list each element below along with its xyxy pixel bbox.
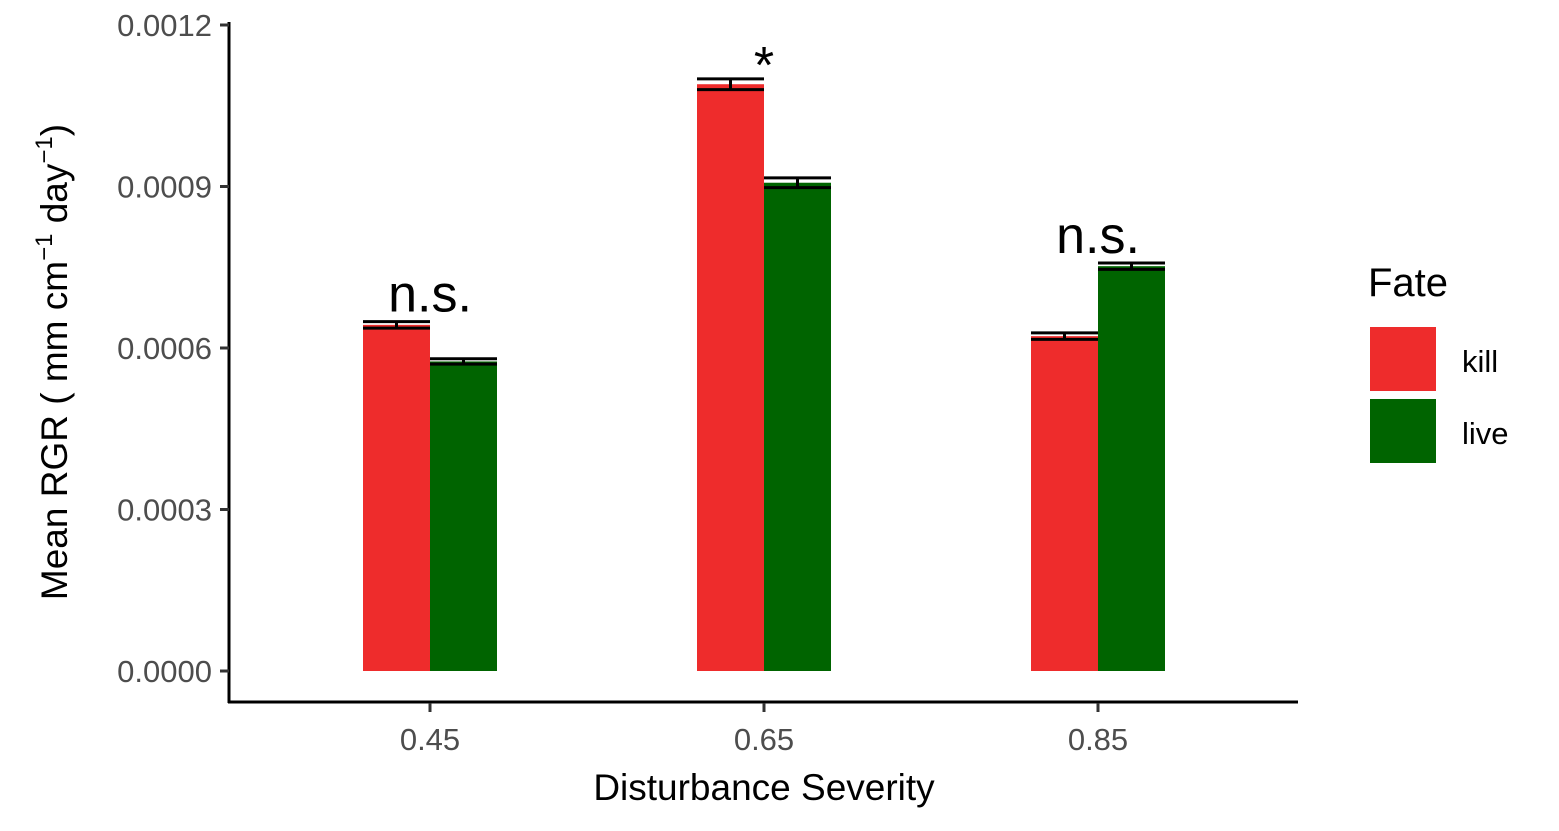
error-bar-kill-0.45 [363, 320, 430, 330]
x-tick-label-0.45: 0.45 [400, 722, 460, 757]
y-tick-label-0: 0.0000 [117, 654, 212, 689]
legend: Fate kill live [1368, 261, 1509, 463]
bar-live-0.85 [1098, 266, 1165, 671]
error-bar-live-0.45 [430, 357, 497, 366]
bar-kill-0.45 [363, 324, 430, 671]
significance-label-0.45: n.s. [388, 266, 472, 324]
x-axis-ticks: 0.45 0.65 0.85 [400, 703, 1128, 757]
y-tick-label-2: 0.0006 [117, 331, 212, 366]
legend-swatch-kill [1370, 327, 1436, 391]
bars-layer [363, 84, 1165, 671]
error-bar-kill-0.65 [697, 77, 764, 92]
bar-live-0.45 [430, 361, 497, 671]
bar-kill-0.85 [1031, 336, 1098, 671]
error-bar-kill-0.85 [1031, 331, 1098, 341]
error-bar-live-0.65 [764, 176, 831, 190]
bar-live-0.65 [764, 182, 831, 671]
x-axis-title: Disturbance Severity [593, 767, 935, 808]
y-tick-label-3: 0.0009 [117, 170, 212, 205]
significance-label-0.65: * [754, 37, 774, 95]
bar-kill-0.65 [697, 84, 764, 671]
x-tick-label-0.85: 0.85 [1068, 722, 1128, 757]
legend-title: Fate [1368, 261, 1448, 305]
legend-label-kill: kill [1462, 344, 1498, 379]
legend-label-live: live [1462, 416, 1509, 451]
y-axis-title: Mean RGR ( mm cm−1 day−1) [31, 124, 75, 600]
y-tick-label-1: 0.0003 [117, 493, 212, 528]
significance-label-0.85: n.s. [1056, 207, 1140, 265]
error-bars-layer [363, 77, 1165, 366]
y-tick-label-4: 0.0012 [117, 8, 212, 43]
legend-swatch-live [1370, 399, 1436, 463]
significance-annotations: n.s. * n.s. [388, 37, 1140, 324]
y-axis-ticks: 0.0000 0.0003 0.0006 0.0009 0.0012 [117, 8, 229, 689]
x-tick-label-0.65: 0.65 [734, 722, 794, 757]
error-bar-live-0.85 [1098, 261, 1165, 271]
